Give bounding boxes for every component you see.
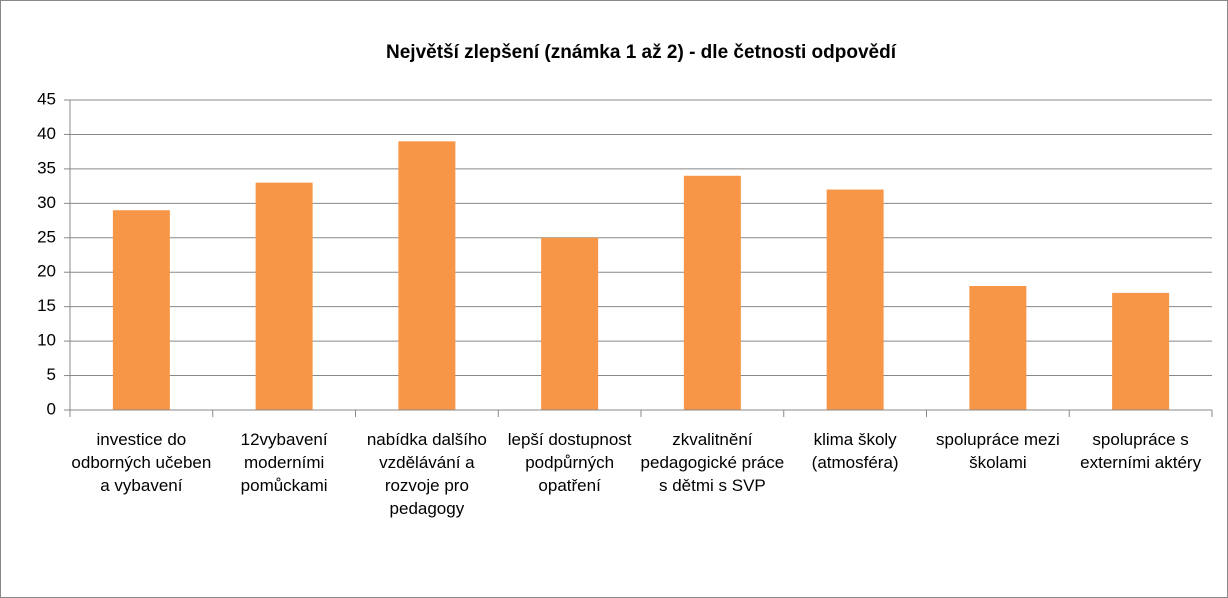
bar: [683, 175, 741, 410]
y-tick-label: 40: [37, 124, 56, 143]
x-tick-label-box: klima školy (atmosféra): [811, 430, 899, 472]
y-tick-label: 35: [37, 158, 56, 177]
bar: [255, 182, 313, 410]
x-tick-label-box: spolupráce s externími aktéry: [1080, 430, 1202, 472]
x-tick-label: spolupráce s externími aktéry: [1080, 430, 1202, 472]
bar: [398, 141, 456, 411]
y-tick-label: 30: [37, 193, 56, 212]
bar: [1112, 292, 1170, 410]
x-tick-label-box: lepší dostupnost podpůrných opatření: [507, 430, 632, 495]
x-tick-label: zkvalitnění pedagogické práce s dětmi s …: [640, 430, 785, 495]
x-tick-label: nabídka dalšího vzdělávání a rozvoje pro…: [366, 430, 487, 518]
bar: [826, 189, 884, 410]
x-tick-label: investice do odborných učeben a vybavení: [71, 430, 212, 495]
bar: [541, 237, 599, 410]
chart-title: Největší zlepšení (známka 1 až 2) - dle …: [386, 42, 897, 63]
x-tick-label-box: nabídka dalšího vzdělávání a rozvoje pro…: [366, 430, 487, 518]
x-tick-label-box: spolupráce mezi školami: [935, 430, 1060, 472]
x-tick-label-box: investice do odborných učeben a vybavení: [71, 430, 212, 495]
x-tick-label: spolupráce mezi školami: [935, 430, 1060, 472]
y-tick-label: 10: [37, 331, 56, 350]
y-tick-label: 0: [47, 399, 56, 418]
y-tick-label: 5: [47, 365, 56, 384]
bar: [969, 286, 1027, 410]
x-tick-label-box: zkvalitnění pedagogické práce s dětmi s …: [640, 430, 785, 495]
x-tick-label: klima školy (atmosféra): [811, 430, 899, 472]
x-tick-label: lepší dostupnost podpůrných opatření: [507, 430, 632, 495]
bar: [112, 210, 170, 410]
x-tick-label-box: 12vybavení moderními pomůckami: [240, 430, 328, 495]
y-tick-label: 25: [37, 227, 56, 246]
y-tick-label: 15: [37, 296, 56, 315]
x-tick-label: 12vybavení moderními pomůckami: [240, 430, 328, 495]
y-tick-label: 45: [37, 89, 56, 108]
y-tick-label: 20: [37, 262, 56, 281]
